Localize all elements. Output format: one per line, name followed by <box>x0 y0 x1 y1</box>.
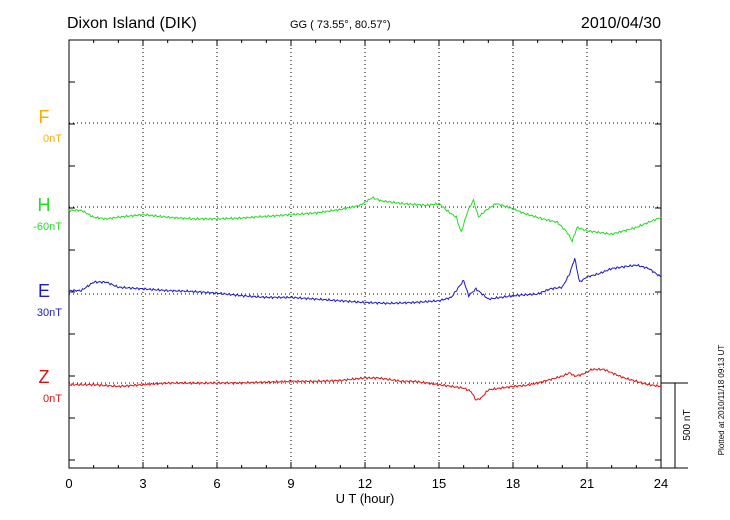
component-labels: F 0nT H -60nT E 30nT Z 0nT <box>33 107 62 405</box>
x-tick-label-12: 12 <box>358 476 372 491</box>
component-baseline-F: 0nT <box>43 133 62 145</box>
x-tick-labels: 0 3 6 9 12 15 18 21 24 <box>65 476 668 491</box>
component-name-Z: Z <box>39 367 50 387</box>
component-baseline-H: -60nT <box>33 221 62 233</box>
x-tick-label-9: 9 <box>287 476 294 491</box>
station-title: Dixon Island (DIK) <box>67 15 197 32</box>
grid-lines <box>69 40 661 468</box>
axis-ticks <box>68 40 662 468</box>
x-tick-label-21: 21 <box>580 476 594 491</box>
component-name-E: E <box>38 281 50 301</box>
component-series <box>68 196 662 401</box>
x-tick-label-15: 15 <box>432 476 446 491</box>
x-tick-label-18: 18 <box>506 476 520 491</box>
series-line-H <box>68 196 662 244</box>
scale-bar-label: 500 nT <box>682 409 693 440</box>
plotted-timestamp: Plotted at 2010/11/18 09:13 UT <box>717 345 726 456</box>
series-line-Z <box>68 367 662 401</box>
x-tick-label-6: 6 <box>213 476 220 491</box>
component-baseline-E: 30nT <box>37 307 62 319</box>
scale-bar: 500 nT <box>661 382 693 469</box>
component-baseline-Z: 0nT <box>43 393 62 405</box>
component-name-H: H <box>38 195 51 215</box>
x-tick-label-24: 24 <box>654 476 668 491</box>
component-name-F: F <box>39 107 50 127</box>
x-tick-label-0: 0 <box>65 476 72 491</box>
series-line-E <box>68 258 662 305</box>
plot-date: 2010/04/30 <box>581 15 661 32</box>
station-coordinates: GG ( 73.55°, 80.57°) <box>290 19 391 31</box>
x-tick-label-3: 3 <box>139 476 146 491</box>
x-axis-label: U T (hour) <box>336 491 395 506</box>
